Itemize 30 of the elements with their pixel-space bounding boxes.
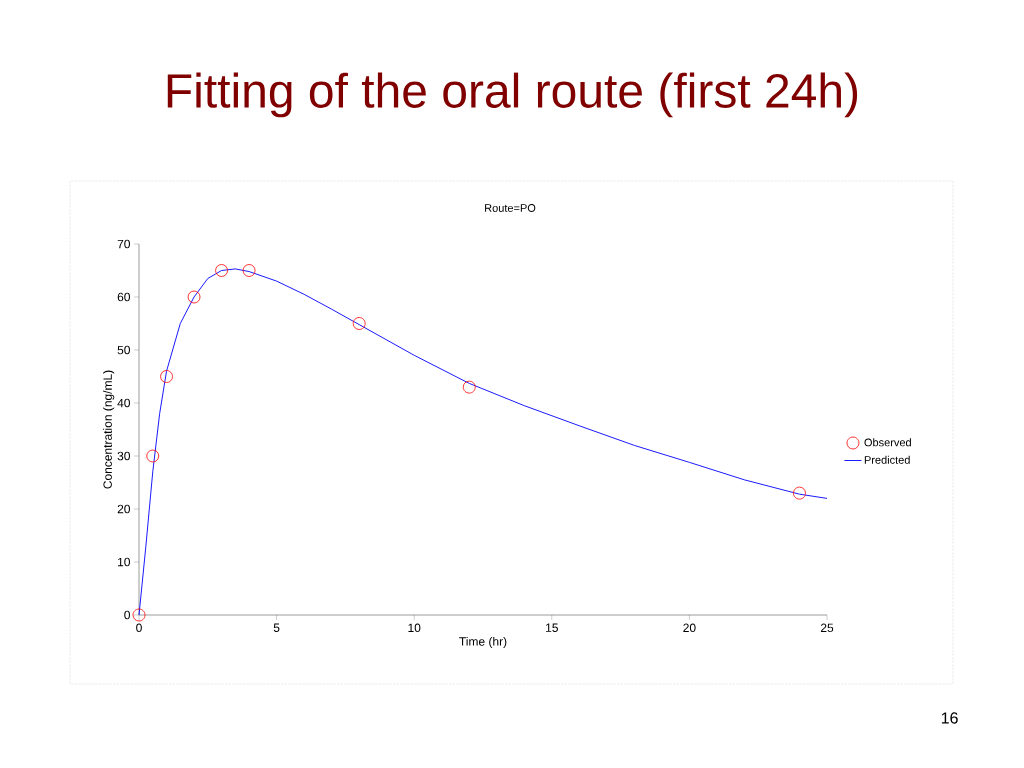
text: 16 <box>941 712 958 724</box>
point <box>215 264 228 277</box>
y-tick-label: 0 <box>124 610 131 620</box>
legend-label: Predicted <box>864 455 910 464</box>
x-axis-title: Time (hr) <box>459 636 507 649</box>
legend-label: Observed <box>864 438 911 447</box>
point <box>793 486 806 500</box>
y-tick-label: 70 <box>117 239 131 249</box>
point <box>146 449 160 463</box>
point <box>187 290 201 304</box>
x-tick-label: 15 <box>546 623 558 632</box>
y-tick-label: 60 <box>117 292 131 302</box>
point <box>160 370 173 383</box>
y-tick-label: 20 <box>117 504 131 514</box>
y-tick-label: 10 <box>118 557 131 567</box>
x-tick-label: 10 <box>408 623 421 633</box>
x-tick-label: 25 <box>820 623 834 633</box>
chart-title: Fitting of the oral route (first 24h) <box>167 72 858 118</box>
y-tick-label: 30 <box>117 451 131 461</box>
point <box>132 608 146 622</box>
x-tick-label: 0 <box>136 623 142 633</box>
y-tick-label: 40 <box>117 398 131 408</box>
y-tick-label: 50 <box>117 345 131 355</box>
point <box>352 317 366 330</box>
x-tick-label: 20 <box>683 623 696 633</box>
x-tick-label: 5 <box>273 623 280 632</box>
point <box>242 264 256 277</box>
chart-subtitle: Route=PO <box>485 204 536 212</box>
point <box>462 380 476 394</box>
y-axis-title: Concentration (ng/mL) <box>103 370 115 489</box>
